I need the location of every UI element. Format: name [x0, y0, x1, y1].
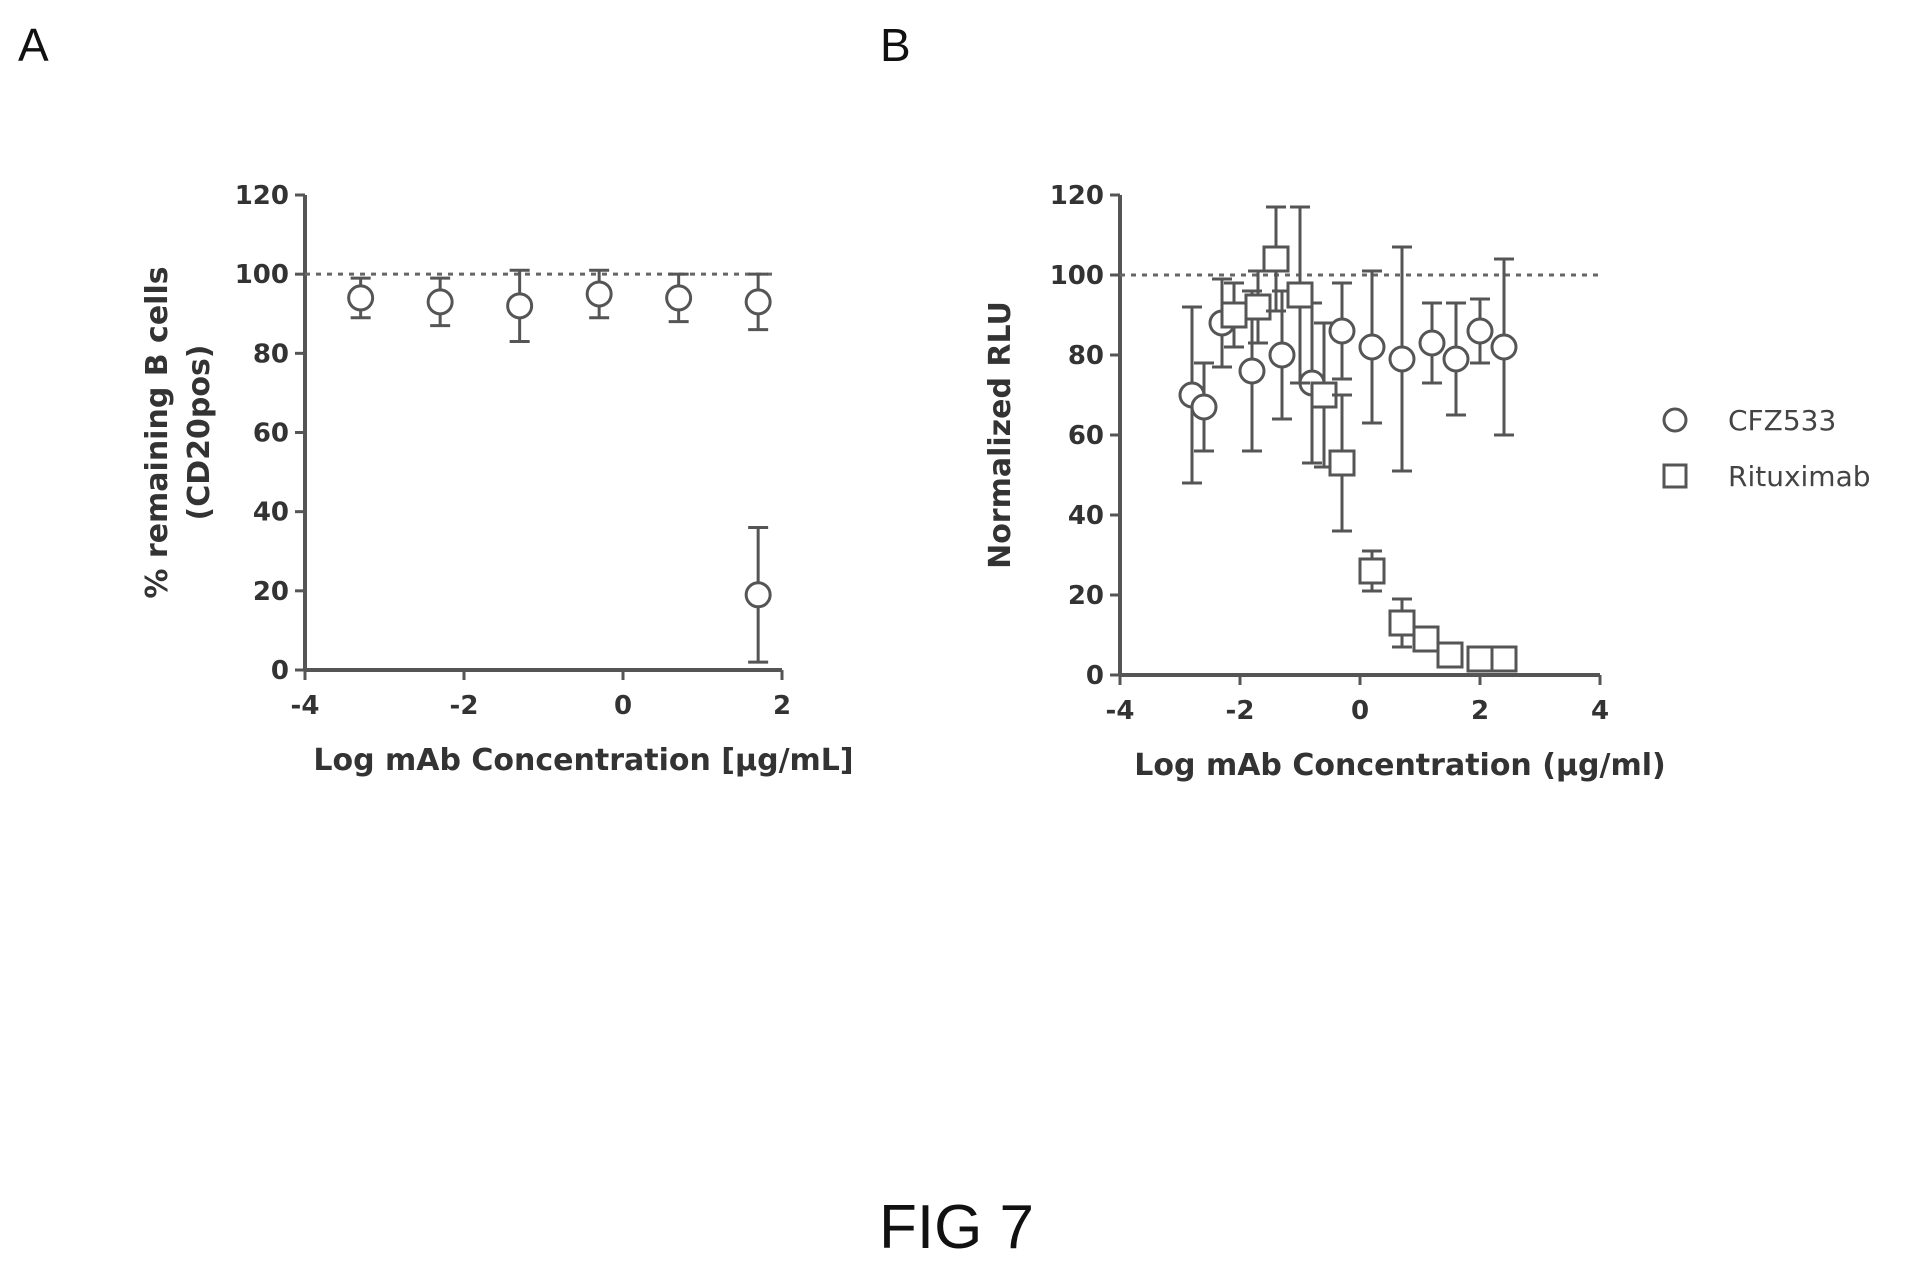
- data-point-square: [1328, 449, 1356, 477]
- data-point-circle: [1238, 357, 1266, 385]
- data-point-square: [1358, 557, 1386, 585]
- data-point-square: [1286, 281, 1314, 309]
- y-tick-label: 120: [1050, 181, 1104, 211]
- data-point-circle: [506, 292, 534, 320]
- x-tick-label: -4: [291, 691, 320, 721]
- data-point-circle: [1328, 317, 1356, 345]
- data-point-square: [1244, 293, 1272, 321]
- data-point-circle: [665, 284, 693, 312]
- y-tick-label: 100: [235, 260, 289, 290]
- y-axis-title: Normalized RLU: [983, 301, 1018, 569]
- y-tick-label: 20: [1068, 581, 1104, 611]
- panel-a-label: A: [18, 19, 49, 71]
- x-tick-label: 0: [614, 691, 632, 721]
- legend-marker-square: [1662, 463, 1688, 489]
- x-tick-label: 0: [1351, 696, 1369, 726]
- data-point-square: [1490, 645, 1518, 673]
- data-point-circle: [1490, 333, 1518, 361]
- legend-label: CFZ533: [1728, 404, 1836, 437]
- data-point-circle: [744, 288, 772, 316]
- x-axis-title: Log mAb Concentration (µg/ml): [1134, 748, 1665, 783]
- y-tick-label: 20: [253, 577, 289, 607]
- x-tick-label: 4: [1591, 696, 1609, 726]
- data-point-circle: [426, 288, 454, 316]
- y-tick-label: 0: [271, 656, 289, 686]
- data-point-square: [1220, 301, 1248, 329]
- y-tick-label: 40: [1068, 501, 1104, 531]
- y-tick-label: 100: [1050, 261, 1104, 291]
- data-point-circle: [1442, 345, 1470, 373]
- data-point-circle: [1358, 333, 1386, 361]
- legend-marker-circle: [1662, 407, 1688, 433]
- x-tick-label: 2: [1471, 696, 1489, 726]
- y-tick-label: 60: [1068, 421, 1104, 451]
- data-point-circle: [347, 284, 375, 312]
- y-tick-label: 80: [253, 339, 289, 369]
- data-point-circle: [744, 581, 772, 609]
- data-point-circle: [585, 280, 613, 308]
- data-point-circle: [1268, 341, 1296, 369]
- data-point-circle: [1388, 345, 1416, 373]
- y-axis-subtitle: (CD20pos): [182, 344, 217, 520]
- data-point-circle: [1466, 317, 1494, 345]
- data-point-square: [1262, 245, 1290, 273]
- x-tick-label: -2: [1226, 696, 1255, 726]
- x-axis-title: Log mAb Concentration [µg/mL]: [313, 743, 853, 778]
- data-point-square: [1466, 645, 1494, 673]
- y-tick-label: 60: [253, 419, 289, 449]
- data-point-square: [1412, 625, 1440, 653]
- data-point-square: [1436, 641, 1464, 669]
- x-tick-label: -2: [450, 691, 479, 721]
- y-tick-label: 80: [1068, 341, 1104, 371]
- x-tick-label: 2: [773, 691, 791, 721]
- data-point-circle: [1190, 393, 1218, 421]
- y-tick-label: 120: [235, 181, 289, 211]
- data-point-square: [1388, 609, 1416, 637]
- data-point-circle: [1418, 329, 1446, 357]
- legend-label: Rituximab: [1728, 460, 1871, 493]
- y-axis-title: % remaining B cells: [140, 266, 175, 598]
- panel-b-label: B: [880, 19, 911, 71]
- y-tick-label: 40: [253, 498, 289, 528]
- x-tick-label: -4: [1106, 696, 1135, 726]
- figure-caption: FIG 7: [878, 1193, 1035, 1262]
- y-tick-label: 0: [1086, 661, 1104, 691]
